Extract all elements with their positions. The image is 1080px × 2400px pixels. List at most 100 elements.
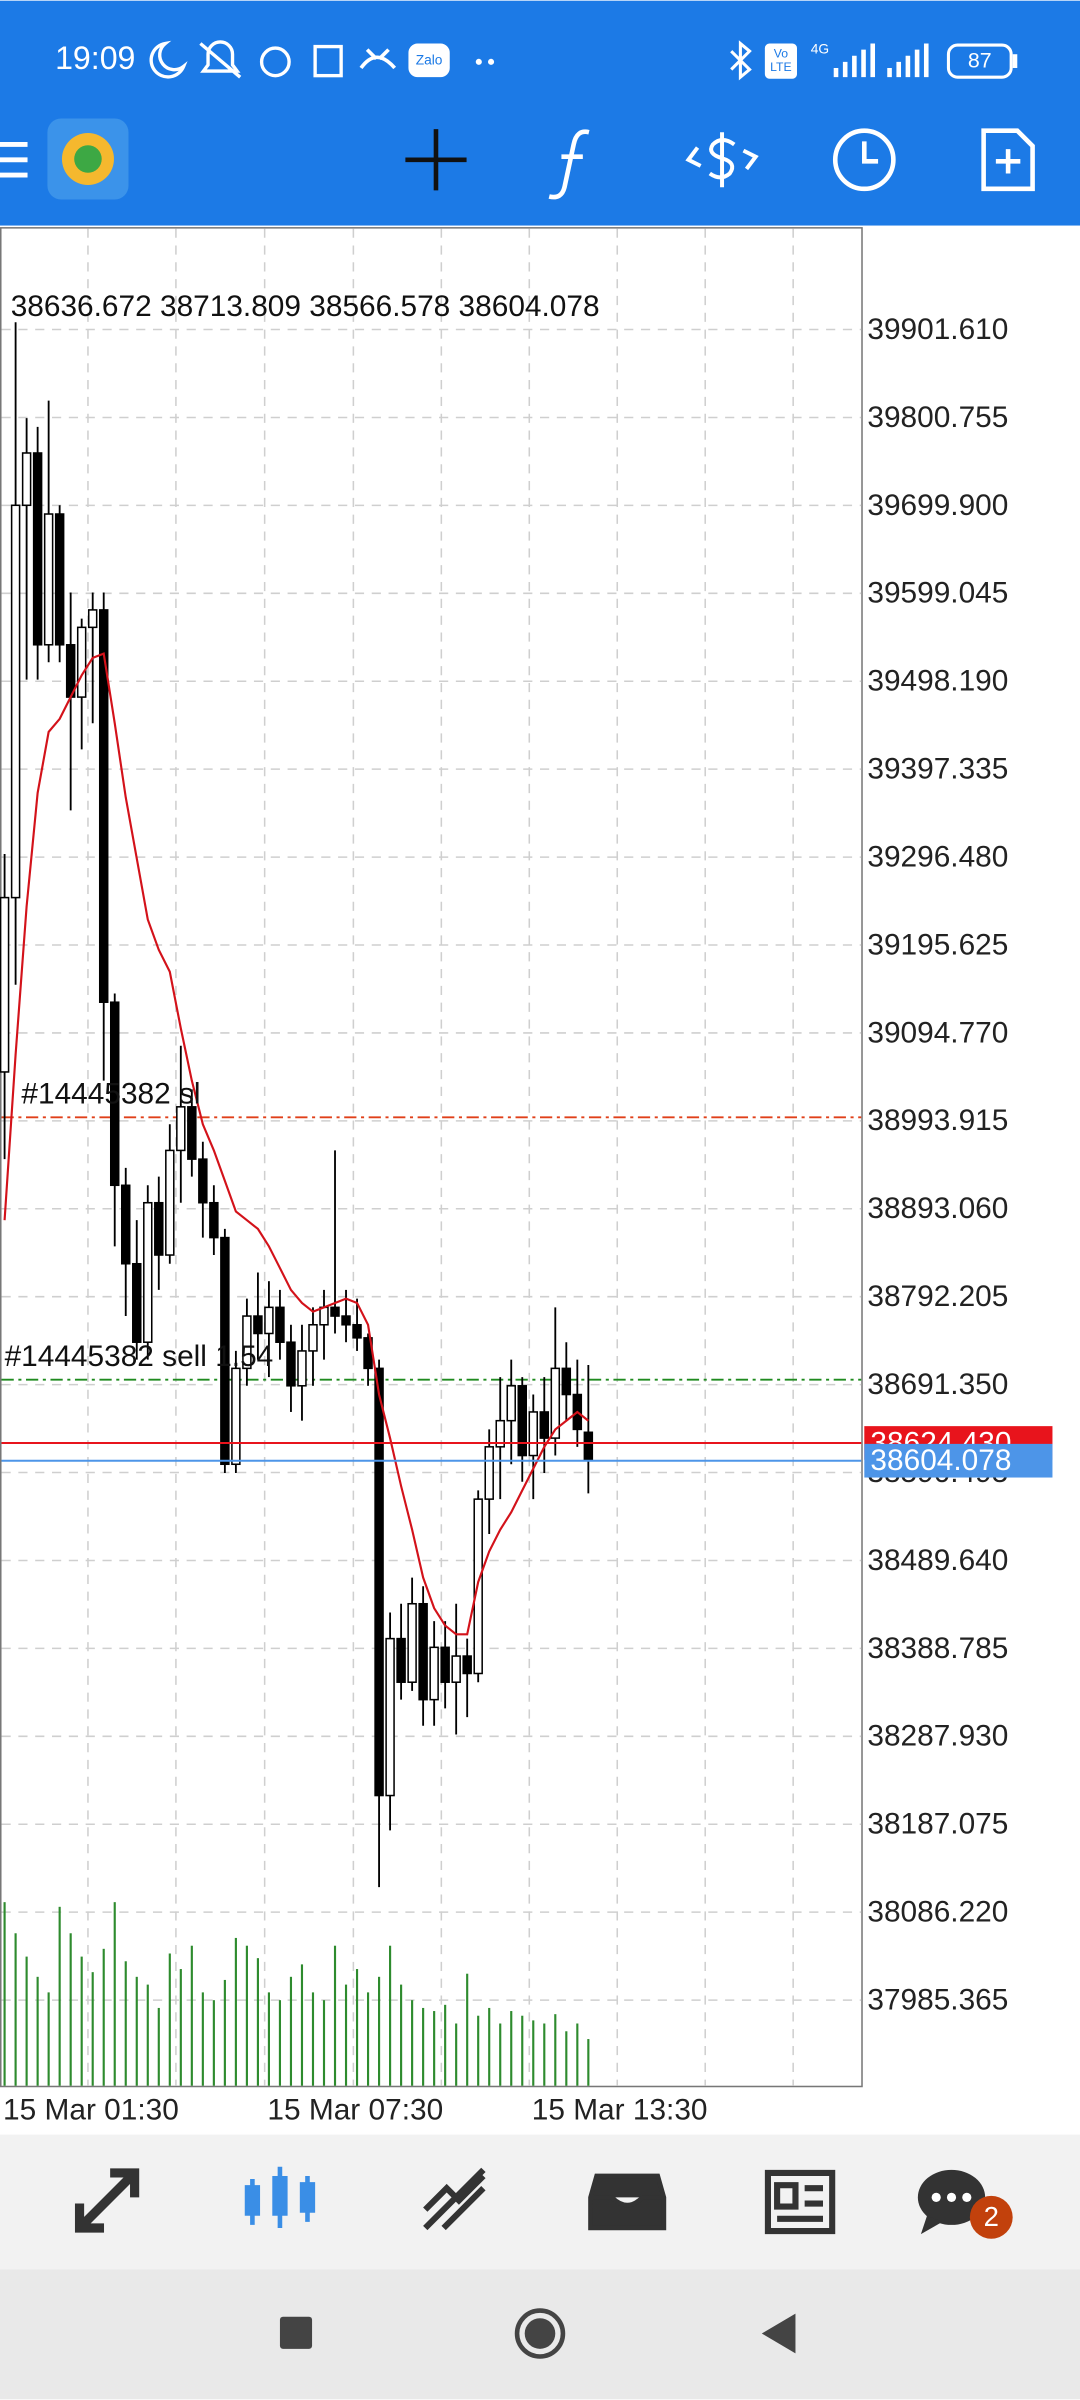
volte-icon — [764, 43, 797, 79]
chat-dot — [946, 2192, 957, 2202]
candle-body — [154, 1201, 164, 1256]
candle-body — [209, 1201, 219, 1239]
volume-bar — [355, 1969, 359, 2086]
price-tag-label: 38604.078 — [870, 1444, 1011, 1477]
trade-tab[interactable] — [423, 2167, 486, 2231]
volume-bar — [278, 2000, 282, 2086]
candle-body — [121, 1184, 131, 1265]
candle-body — [528, 1411, 539, 1457]
volume-bar — [543, 2023, 546, 2086]
y-tick-label: 39498.190 — [867, 665, 1008, 698]
zalo-text: Zalo — [416, 53, 443, 68]
volume-bar — [234, 1937, 237, 2086]
y-tick-label: 39599.045 — [867, 577, 1008, 610]
volume-bar — [80, 1956, 83, 2086]
volume-bar — [58, 1906, 61, 2086]
volume-bar — [477, 2015, 480, 2086]
candle-body — [308, 1324, 318, 1352]
volume-bar — [36, 1976, 39, 2086]
app-logo-mark — [74, 145, 102, 173]
y-tick-label: 38993.915 — [867, 1104, 1008, 1137]
volume-bar — [223, 1979, 226, 2086]
volume-bar — [190, 1945, 193, 2086]
signal-icon — [833, 43, 929, 78]
volume-bar — [400, 1984, 403, 2086]
volume-bar — [91, 1972, 94, 2086]
x-tick-label: 15 Mar 07:30 — [267, 2094, 443, 2127]
volume-bar — [47, 1992, 50, 2086]
candle-body — [198, 1158, 208, 1204]
candle-body — [87, 609, 98, 629]
y-tick-label: 38489.640 — [867, 1544, 1008, 1577]
dot — [487, 58, 495, 65]
indicator-button[interactable] — [548, 129, 590, 200]
volume-bar — [532, 2020, 535, 2086]
candle-body — [275, 1306, 285, 1343]
volume-bar — [179, 1969, 182, 2086]
y-tick-label: 38792.205 — [867, 1280, 1008, 1313]
history-tab[interactable] — [588, 2173, 667, 2231]
home-button-core — [524, 2318, 556, 2349]
chart-frame — [0, 227, 863, 2088]
volume-bar — [256, 1958, 259, 2086]
chat-badge — [969, 2195, 1013, 2239]
trade-button[interactable] — [685, 132, 759, 188]
volume-bar — [113, 1902, 116, 2086]
recents-button[interactable] — [279, 2316, 313, 2349]
dnd-icon — [149, 40, 188, 79]
volume-bar — [587, 2039, 590, 2086]
home-button[interactable] — [514, 2308, 566, 2359]
volume-bar — [267, 1992, 270, 2086]
period-button[interactable] — [832, 128, 896, 192]
volume-bar — [366, 1992, 370, 2086]
candle-body — [109, 1001, 120, 1187]
y-tick-label: 38287.930 — [867, 1720, 1008, 1753]
volume-bar — [378, 1976, 381, 2086]
volume-bar — [333, 1945, 337, 2086]
candle-body — [98, 609, 109, 1003]
candle-body — [550, 1367, 561, 1439]
quotes-tab[interactable] — [74, 2168, 140, 2233]
y-tick-label: 39901.610 — [867, 313, 1008, 346]
volte-top: Vo — [774, 46, 788, 60]
chart-tab[interactable] — [244, 2175, 316, 2216]
volume-bar — [168, 1953, 171, 2086]
volume-bar — [3, 1902, 6, 2086]
candle-body — [143, 1201, 153, 1343]
menu-button[interactable] — [0, 142, 28, 178]
crosshair-button[interactable] — [405, 129, 467, 191]
candle-body — [374, 1367, 384, 1797]
volume-bar — [14, 1933, 17, 2086]
candle-body — [43, 513, 54, 646]
volume-bar — [135, 1976, 138, 2086]
new-order-button[interactable] — [981, 128, 1035, 192]
y-tick-label: 39800.755 — [867, 401, 1008, 434]
volume-bar — [389, 1945, 392, 2086]
news-tab[interactable] — [764, 2169, 836, 2235]
candle-body — [495, 1419, 505, 1448]
candle-body — [484, 1446, 494, 1500]
call-icon — [359, 48, 397, 70]
volume-bar — [521, 2015, 524, 2086]
candle-body — [264, 1306, 274, 1335]
volume-bar — [102, 1948, 105, 2086]
volume-bar — [322, 2000, 326, 2086]
y-tick-label: 38187.075 — [867, 1808, 1008, 1841]
volte-bottom: LTE — [770, 60, 792, 74]
candle-body — [286, 1341, 296, 1387]
candle-body — [429, 1646, 439, 1701]
zalo-icon — [408, 43, 450, 78]
candle-body — [21, 452, 32, 507]
back-button[interactable] — [761, 2313, 796, 2354]
chat-tail — [920, 2215, 943, 2235]
y-tick-label: 39195.625 — [867, 928, 1008, 961]
battery-level: 87 — [968, 49, 992, 73]
volume-bar — [201, 1992, 204, 2086]
volume-bar — [576, 2023, 579, 2086]
candle-body — [231, 1367, 241, 1466]
volume-bar — [411, 2000, 414, 2086]
plot: 39901.610 39800.755 39699.900 39599.045 3949… — [0, 313, 1053, 2127]
dot — [475, 58, 482, 65]
note-icon — [313, 44, 343, 78]
candle-body — [396, 1637, 406, 1683]
